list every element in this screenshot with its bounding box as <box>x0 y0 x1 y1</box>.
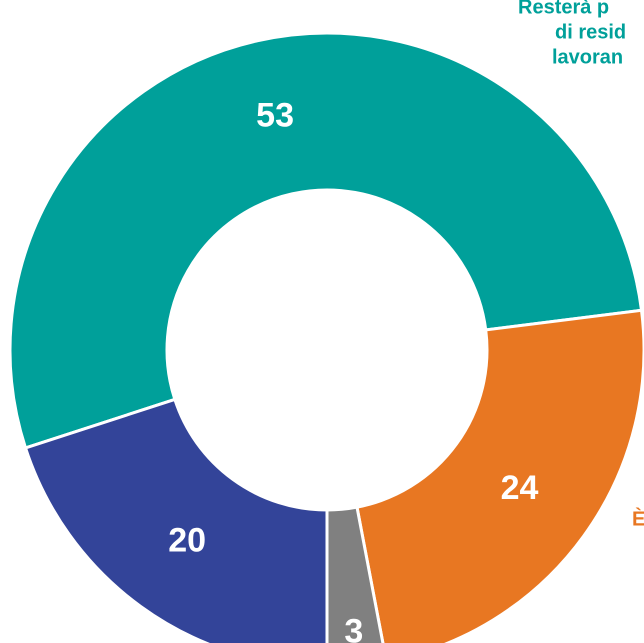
annotation: Resterà p <box>518 0 609 18</box>
annotation: di resid <box>555 21 626 43</box>
value-label: 53 <box>256 97 294 135</box>
value-label: 24 <box>501 469 539 507</box>
value-label: 20 <box>168 522 206 560</box>
donut-segment <box>8 31 644 450</box>
donut-segment <box>355 308 644 643</box>
annotation: lavoran <box>552 46 623 68</box>
value-label: 3 <box>344 613 363 643</box>
annotation: È <box>632 507 644 530</box>
donut-segment <box>23 397 329 643</box>
